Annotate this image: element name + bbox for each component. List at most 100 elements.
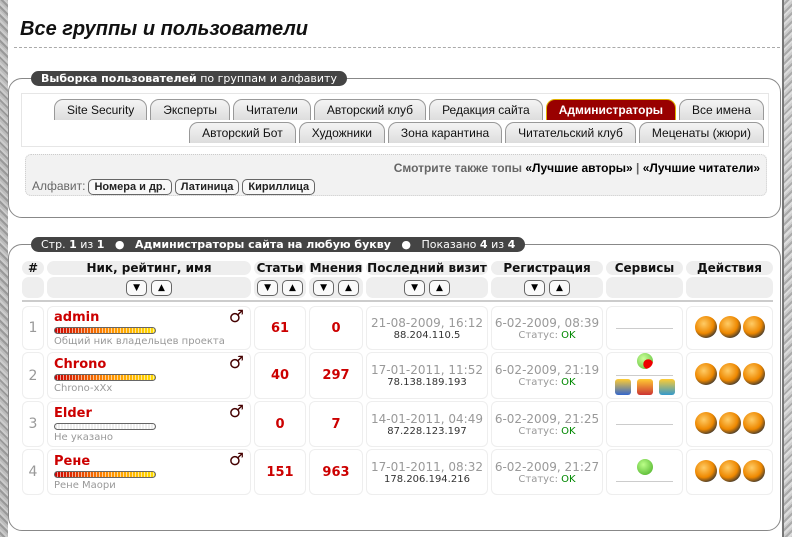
user-name: Рене Маори	[54, 479, 116, 491]
sort-asc-button[interactable]: ▲	[150, 280, 172, 296]
status-label: Статус:	[518, 329, 558, 341]
top-authors-link[interactable]: «Лучшие авторы»	[525, 161, 633, 175]
users-panel-label: Стр. 1 из 1 ● Администраторы сайта на лю…	[31, 237, 526, 252]
sort-cell: ▼ ▲	[47, 277, 251, 298]
row-number: 3	[22, 401, 44, 447]
table-row: 1 admin ♂ Общий ник владельцев проекта 61 0 21…	[22, 306, 773, 350]
user-info-icon[interactable]	[742, 363, 765, 385]
user-info-icon[interactable]	[742, 459, 765, 482]
page-title: Все группы и пользователи	[20, 18, 308, 40]
sort-cell	[686, 277, 773, 298]
alphabet-button[interactable]: Номера и др.	[88, 179, 172, 195]
column-header: Сервисы	[606, 261, 683, 275]
sort-cell: ▼ ▲	[491, 277, 603, 298]
card-icon[interactable]	[658, 379, 675, 395]
user-profile-icon[interactable]	[694, 459, 717, 482]
sort-desc-button[interactable]: ▼	[524, 280, 546, 296]
sort-cell: ▼ ▲	[254, 277, 306, 298]
group-tab[interactable]: Зона карантина	[387, 122, 503, 143]
user-profile-icon[interactable]	[694, 315, 717, 338]
services-cell	[606, 401, 683, 447]
user-nick-link[interactable]: Elder	[54, 405, 92, 421]
sort-desc-button[interactable]: ▼	[404, 280, 426, 296]
registration-date: 6-02-2009, 21:19	[494, 363, 600, 377]
last-visit-cell: 14-01-2011, 04:49 87.228.123.197	[366, 401, 488, 447]
group-tab[interactable]: Редакция сайта	[429, 99, 543, 120]
alphabet-label: Алфавит:	[32, 179, 86, 193]
opinions-count: 963	[309, 449, 363, 495]
alphabet-button[interactable]: Латиница	[174, 179, 240, 195]
group-tab[interactable]: Художники	[298, 122, 385, 143]
send-message-icon[interactable]	[718, 411, 741, 434]
sort-desc-button[interactable]: ▼	[257, 280, 279, 296]
opinions-count: 0	[309, 306, 363, 350]
page-border-right	[782, 0, 792, 537]
ip-address: 87.228.123.197	[387, 425, 467, 437]
user-name: Не указано	[54, 431, 114, 443]
sort-desc-button[interactable]: ▼	[126, 280, 148, 296]
alphabet-button[interactable]: Кириллица	[242, 179, 316, 195]
articles-count: 151	[254, 449, 306, 495]
sort-cell: ▼ ▲	[309, 277, 363, 298]
user-nick-link[interactable]: Chrono	[54, 357, 107, 372]
user-nick-link[interactable]: Рене	[54, 453, 91, 469]
group-tab[interactable]: Авторский клуб	[313, 99, 427, 120]
registration-date: 6-02-2009, 08:39	[494, 315, 600, 330]
group-tab[interactable]: Все имена	[679, 99, 764, 120]
users-table: # Ник, рейтинг, имя Статьи Мнения Последний …	[19, 259, 776, 497]
services-cell	[606, 306, 683, 350]
last-visit: 17-01-2011, 11:52	[371, 363, 483, 377]
sort-asc-button[interactable]: ▲	[428, 280, 450, 296]
top-readers-link[interactable]: «Лучшие читатели»	[642, 161, 760, 175]
registration-cell: 6-02-2009, 21:25 Статус: OK	[491, 401, 603, 447]
group-tab[interactable]: Читатели	[233, 99, 311, 120]
services-cell	[606, 449, 683, 495]
group-tab[interactable]: Меценаты (жюри)	[638, 122, 764, 143]
status: Статус: OK	[492, 426, 602, 437]
male-icon: ♂	[228, 402, 244, 422]
sort-asc-button[interactable]: ▲	[548, 280, 570, 296]
send-message-icon[interactable]	[718, 459, 741, 482]
table-row: 4 Рене ♂ Рене Маори 151 963 17-01-2011, 08:32 1…	[22, 449, 773, 495]
user-info-icon[interactable]	[742, 315, 765, 338]
card-icon[interactable]	[614, 379, 631, 395]
user-profile-icon[interactable]	[694, 363, 717, 385]
column-header: Регистрация	[491, 261, 603, 275]
articles-count: 0	[254, 401, 306, 447]
status-label: Статус:	[518, 377, 558, 388]
send-message-icon[interactable]	[718, 315, 741, 338]
sort-cell: ▼ ▲	[366, 277, 488, 298]
check-icon[interactable]	[636, 459, 653, 475]
user-nick-link[interactable]: admin	[54, 309, 100, 325]
row-number: 4	[22, 449, 44, 495]
user-name: Chrono-xXx	[54, 383, 113, 394]
last-visit-cell: 21-08-2009, 16:12 88.204.110.5	[366, 306, 488, 350]
user-profile-icon[interactable]	[694, 411, 717, 434]
blocked-icon[interactable]	[636, 353, 653, 369]
articles-count: 40	[254, 352, 306, 399]
group-tab[interactable]: Администраторы	[545, 99, 677, 120]
group-tab[interactable]: Site Security	[53, 99, 148, 120]
group-tab[interactable]: Авторский Бот	[189, 122, 296, 143]
group-tab[interactable]: Эксперты	[150, 99, 231, 120]
group-tab[interactable]: Читательский клуб	[505, 122, 636, 143]
user-info-icon[interactable]	[742, 411, 765, 434]
filter-panel: Выборка пользователей по группам и алфав…	[8, 71, 781, 218]
last-visit: 14-01-2011, 04:49	[371, 411, 483, 426]
sort-asc-button[interactable]: ▲	[281, 280, 303, 296]
actions-cell	[686, 449, 773, 495]
rating-bar	[54, 374, 156, 381]
card-icon[interactable]	[636, 379, 653, 395]
rating-bar	[54, 470, 156, 478]
status: Статус: OK	[492, 330, 602, 341]
sort-desc-button[interactable]: ▼	[313, 280, 335, 296]
status-value: OK	[561, 329, 576, 341]
actions-cell	[686, 352, 773, 399]
send-message-icon[interactable]	[718, 363, 741, 385]
actions-cell	[686, 306, 773, 350]
divider	[14, 47, 780, 48]
services-divider	[616, 375, 673, 376]
status-value: OK	[561, 473, 576, 485]
sort-asc-button[interactable]: ▲	[337, 280, 359, 296]
page-border-left	[0, 0, 8, 537]
